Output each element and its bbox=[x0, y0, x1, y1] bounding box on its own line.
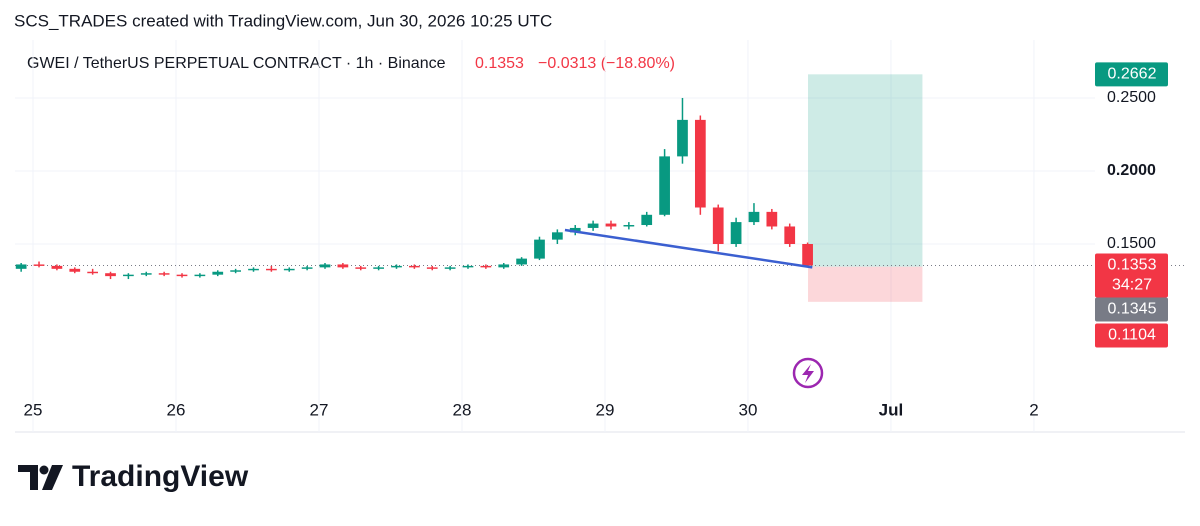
candle-body bbox=[802, 244, 813, 266]
candle-body bbox=[534, 239, 545, 259]
candle-body bbox=[230, 270, 241, 272]
candle-body bbox=[516, 258, 527, 265]
candle-body bbox=[319, 264, 331, 268]
candle-body bbox=[480, 265, 492, 268]
candle-body bbox=[605, 223, 617, 227]
candle-body bbox=[33, 264, 45, 266]
candle-body bbox=[498, 264, 510, 268]
y-tick-label: 0.2500 bbox=[1107, 89, 1156, 106]
candle-body bbox=[248, 268, 259, 271]
stop-label-bg bbox=[1095, 323, 1168, 348]
last-price-label: 0.1353 bbox=[1108, 257, 1157, 274]
candle-body bbox=[659, 156, 670, 215]
candle-body bbox=[266, 268, 277, 271]
candle-body bbox=[283, 268, 295, 271]
loss-zone bbox=[808, 266, 923, 302]
candle-body bbox=[87, 271, 99, 274]
countdown: 34:27 bbox=[1112, 277, 1152, 294]
lightning-icon bbox=[792, 357, 824, 389]
target-label-bg bbox=[1095, 62, 1168, 87]
plot bbox=[15, 40, 1185, 432]
trendline bbox=[564, 228, 813, 269]
chart-title: SCS_TRADES created with TradingView.com,… bbox=[14, 11, 552, 30]
symbol: GWEI / TetherUS PERPETUAL CONTRACT · 1h … bbox=[27, 55, 446, 72]
candle-body bbox=[426, 267, 438, 269]
brand-logo bbox=[18, 465, 63, 490]
candle-body bbox=[51, 265, 63, 269]
candle-body bbox=[301, 267, 313, 269]
x-tick-label: 25 bbox=[24, 400, 43, 419]
price-change: −0.0313 (−18.80%) bbox=[538, 55, 675, 72]
target-label: 0.2662 bbox=[1108, 66, 1157, 83]
last-price: 0.1353 bbox=[475, 55, 524, 72]
candle-body bbox=[391, 265, 402, 268]
x-tick-label: 27 bbox=[310, 400, 329, 419]
candle-body bbox=[712, 207, 724, 245]
candle-body bbox=[355, 267, 367, 269]
entry-label-bg bbox=[1095, 297, 1168, 322]
candle-body bbox=[444, 267, 456, 269]
candle-body bbox=[641, 214, 653, 226]
y-tick-label: 0.2000 bbox=[1107, 162, 1156, 179]
x-tick-label: 30 bbox=[739, 400, 758, 419]
candle-body bbox=[158, 273, 170, 275]
candle-body bbox=[462, 265, 474, 268]
x-tick-label: 29 bbox=[596, 400, 615, 419]
candle-body bbox=[551, 232, 563, 240]
entry-label: 0.1345 bbox=[1108, 301, 1157, 318]
candle-body bbox=[194, 274, 206, 277]
candle-body bbox=[766, 211, 778, 227]
candle-body bbox=[105, 273, 116, 277]
candle-body bbox=[730, 222, 742, 245]
x-tick-label: 26 bbox=[167, 400, 186, 419]
candle-body bbox=[677, 119, 688, 157]
stop-label: 0.1104 bbox=[1108, 327, 1156, 344]
x-tick-label: 28 bbox=[453, 400, 472, 419]
candle-body bbox=[748, 211, 760, 223]
x-tick-label: Jul bbox=[879, 400, 904, 419]
profit-zone bbox=[808, 74, 923, 267]
candle-body bbox=[69, 268, 81, 272]
candle-body bbox=[784, 226, 796, 245]
candle-body bbox=[409, 265, 420, 268]
brand-name: TradingView bbox=[72, 460, 249, 493]
last-price-label-bg bbox=[1095, 253, 1168, 298]
candle-body bbox=[373, 267, 384, 269]
candle-body bbox=[337, 264, 349, 268]
candle-body bbox=[15, 264, 27, 269]
candle-body bbox=[694, 119, 706, 208]
candle-body bbox=[569, 227, 581, 233]
candle-body bbox=[587, 223, 599, 228]
x-tick-label: 2 bbox=[1029, 400, 1038, 419]
candle-body bbox=[212, 271, 224, 275]
candle-body bbox=[140, 273, 152, 275]
candle-body bbox=[176, 274, 188, 277]
y-tick-label: 0.1500 bbox=[1107, 235, 1156, 252]
candle-body bbox=[123, 274, 134, 277]
candle-body bbox=[623, 225, 635, 227]
